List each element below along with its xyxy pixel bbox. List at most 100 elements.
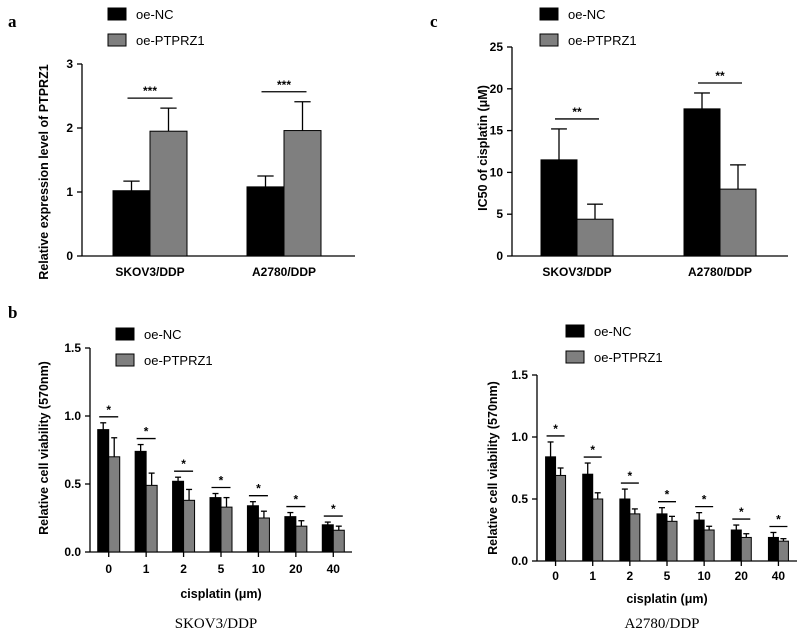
legend: oe-NC oe-PTPRZ1 xyxy=(565,324,663,365)
y-tick-label: 1.5 xyxy=(511,368,528,382)
significance-marker: * xyxy=(181,457,186,471)
bar-oe-nc xyxy=(134,450,147,553)
y-tick-label: 0.5 xyxy=(511,492,528,506)
legend-label-oe-ptprz1: oe-PTPRZ1 xyxy=(594,350,663,365)
legend: oe-NC oe-PTPRZ1 xyxy=(115,327,213,368)
y-tick-label: 25 xyxy=(490,40,504,54)
bar-oe-ptprz1 xyxy=(740,536,752,562)
x-tick-label: A2780/DDP xyxy=(252,265,316,279)
bar-oe-nc xyxy=(656,513,668,562)
legend-swatch-oe-ptprz1 xyxy=(115,353,135,367)
bar-oe-nc xyxy=(545,456,557,562)
bar-oe-ptprz1 xyxy=(332,529,345,553)
legend-swatch-oe-ptprz1 xyxy=(565,350,585,364)
bar-oe-nc xyxy=(730,529,742,562)
legend-swatch-oe-nc xyxy=(107,7,127,21)
chart-a: 0 1 2 3 Relative expression level of PTPRZ1 *… xyxy=(37,7,355,280)
bar-oe-ptprz1 xyxy=(719,188,757,257)
bar-oe-ptprz1 xyxy=(777,540,789,562)
bar-oe-ptprz1 xyxy=(666,520,678,562)
legend-label-oe-nc: oe-NC xyxy=(568,7,606,22)
bar-oe-nc xyxy=(246,505,259,553)
y-tick-label: 0.0 xyxy=(64,545,81,559)
significance-marker: * xyxy=(106,403,111,417)
y-axis-label: IC50 of cisplatin (μM) xyxy=(476,85,490,211)
bar-oe-ptprz1 xyxy=(629,513,641,562)
bar-oe-nc xyxy=(582,473,594,562)
bar-oe-ptprz1 xyxy=(703,529,715,562)
significance-marker: * xyxy=(553,422,558,436)
bar-oe-ptprz1 xyxy=(295,525,308,553)
y-tick-label: 1.0 xyxy=(511,430,528,444)
significance-marker: * xyxy=(219,474,224,488)
x-tick-label: 0 xyxy=(105,562,112,576)
y-tick-label: 20 xyxy=(490,82,504,96)
x-tick-label: 5 xyxy=(218,562,225,576)
x-tick-label: 10 xyxy=(252,562,266,576)
significance-marker: * xyxy=(628,469,633,483)
x-tick-label: 2 xyxy=(627,569,634,583)
chart-c: 0 5 10 15 20 25 IC50 of cisplatin (μM) ** SKOV3/… xyxy=(476,7,788,279)
bar-oe-ptprz1 xyxy=(257,517,270,553)
bar-oe-nc xyxy=(172,480,185,553)
legend-swatch-oe-nc xyxy=(115,327,135,341)
panel-letter-c: c xyxy=(430,12,438,31)
legend-label-oe-ptprz1: oe-PTPRZ1 xyxy=(144,353,213,368)
bar-oe-ptprz1 xyxy=(220,506,233,553)
x-tick-label: A2780/DDP xyxy=(688,265,752,279)
bar-oe-nc xyxy=(619,498,631,562)
legend-label-oe-nc: oe-NC xyxy=(594,324,632,339)
x-tick-label: SKOV3/DDP xyxy=(115,265,184,279)
y-axis-label: Relative cell viability (570nm) xyxy=(486,381,500,555)
x-tick-label: 40 xyxy=(772,569,786,583)
bar-oe-nc xyxy=(284,516,297,553)
bar-oe-nc xyxy=(767,536,779,562)
x-tick-label: SKOV3/DDP xyxy=(542,265,611,279)
chart-b: 0.0 0.5 1.0 1.5 Relative cell viability (570… xyxy=(37,327,352,632)
x-tick-label: 20 xyxy=(735,569,749,583)
significance-marker: *** xyxy=(277,78,291,92)
panel-caption: A2780/DDP xyxy=(624,616,699,632)
x-tick-label: 10 xyxy=(697,569,711,583)
legend-swatch-oe-ptprz1 xyxy=(539,33,559,47)
significance-marker: * xyxy=(590,443,595,457)
legend-label-oe-nc: oe-NC xyxy=(144,327,182,342)
bar-oe-nc xyxy=(112,190,151,257)
significance-marker: * xyxy=(739,505,744,519)
panel-letter-b: b xyxy=(8,303,17,322)
significance-marker: * xyxy=(665,488,670,502)
significance-marker: * xyxy=(331,502,336,516)
bar-oe-nc xyxy=(97,429,110,553)
bar-oe-nc xyxy=(246,186,285,257)
bar-oe-ptprz1 xyxy=(183,499,196,553)
bar-oe-ptprz1 xyxy=(576,218,614,257)
bar-oe-nc xyxy=(683,108,721,257)
y-tick-label: 2 xyxy=(66,121,73,135)
significance-marker: *** xyxy=(143,84,157,98)
significance-marker: * xyxy=(144,425,149,439)
y-tick-label: 0.0 xyxy=(511,554,528,568)
significance-marker: * xyxy=(776,512,781,526)
panel-caption: SKOV3/DDP xyxy=(175,616,258,632)
panel-letter-a: a xyxy=(8,12,17,31)
legend-swatch-oe-nc xyxy=(539,7,559,21)
x-tick-label: 40 xyxy=(327,562,341,576)
bar-oe-ptprz1 xyxy=(108,456,121,553)
y-tick-label: 5 xyxy=(496,207,503,221)
legend-label-oe-ptprz1: oe-PTPRZ1 xyxy=(136,33,205,48)
chart-d: 0.0 0.5 1.0 1.5 Relative cell viability (570… xyxy=(486,324,797,632)
legend: oe-NC oe-PTPRZ1 xyxy=(539,7,637,48)
bar-oe-nc xyxy=(209,497,222,553)
significance-marker: * xyxy=(702,493,707,507)
bar-oe-ptprz1 xyxy=(145,484,158,553)
y-tick-label: 3 xyxy=(66,57,73,71)
x-tick-label: 0 xyxy=(552,569,559,583)
bar-oe-ptprz1 xyxy=(283,130,322,257)
y-tick-label: 15 xyxy=(490,124,504,138)
significance-marker: * xyxy=(294,493,299,507)
x-axis-label: cisplatin (μm) xyxy=(180,587,261,601)
y-tick-label: 0.5 xyxy=(64,477,81,491)
x-tick-label: 1 xyxy=(143,562,150,576)
y-tick-label: 1 xyxy=(66,185,73,199)
y-tick-label: 1.0 xyxy=(64,409,81,423)
